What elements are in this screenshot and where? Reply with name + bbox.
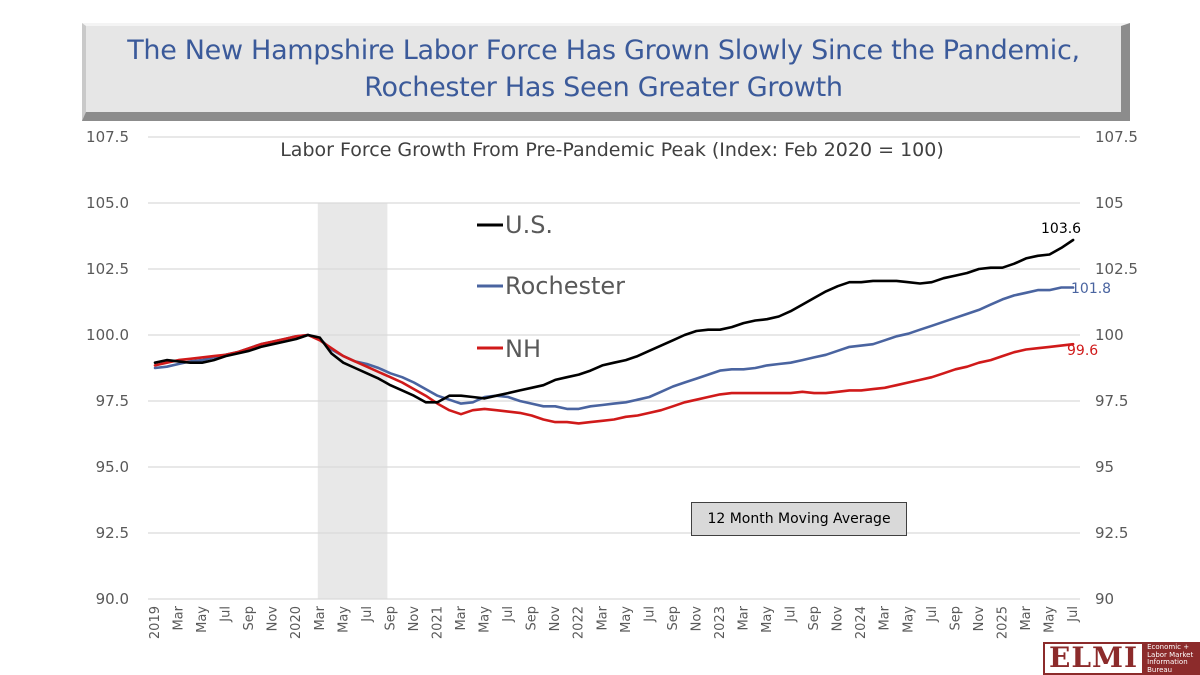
x-tick-label: Mar [737, 605, 752, 630]
legend-label-nh: NH [505, 335, 541, 363]
legend-label-us: U.S. [505, 211, 553, 239]
y-tick-label-right: 92.5 [1095, 524, 1128, 542]
y-tick-label-right: 107.5 [1095, 128, 1138, 146]
x-tick-label: Nov [407, 606, 422, 632]
x-tick-label: Sep [807, 606, 822, 631]
series-line-us [153, 238, 1075, 404]
y-tick-label-left: 105.0 [86, 194, 129, 212]
legend: U.S. Rochester NH [477, 211, 625, 363]
logo-mark: ELMI [1043, 642, 1145, 675]
x-tick-label: Mar [1019, 605, 1034, 630]
y-tick-label-left: 97.5 [96, 392, 129, 410]
x-tick-label: Mar [878, 605, 893, 630]
logo-caption-line: Labor Market [1147, 650, 1194, 659]
legend-label-rochester: Rochester [505, 272, 625, 300]
x-tick-label: May [901, 606, 916, 633]
y-tick-label-left: 95.0 [96, 458, 129, 476]
x-tick-label: Nov [972, 606, 987, 632]
x-tick-label: May [336, 606, 351, 633]
x-tick-label: May [1043, 606, 1058, 633]
x-tick-label: Mar [313, 605, 328, 630]
series-line-rochester [153, 286, 1075, 411]
y-tick-label-left: 92.5 [96, 524, 129, 542]
x-tick-label: Jul [642, 606, 657, 623]
x-tick-label: 2020 [289, 606, 304, 639]
end-label-nh: 99.6 [1067, 343, 1098, 359]
x-tick-label: Jul [925, 606, 940, 623]
x-tick-label: Mar [172, 605, 187, 630]
x-tick-label: Sep [666, 606, 681, 631]
x-tick-label: May [195, 606, 210, 633]
title-banner: The New Hampshire Labor Force Has Grown … [82, 23, 1130, 121]
x-tick-label: Nov [548, 606, 563, 632]
x-tick-label: May [478, 606, 493, 633]
y-tick-label-right: 100 [1095, 326, 1124, 344]
x-tick-label: Nov [266, 606, 281, 632]
x-tick-label: Mar [595, 605, 610, 630]
series-line-nh [153, 333, 1075, 425]
x-tick-label: Jul [360, 606, 375, 623]
x-tick-label: Mar [454, 605, 469, 630]
x-tick-label: 2022 [572, 606, 587, 639]
y-tick-label-right: 105 [1095, 194, 1124, 212]
x-tick-label: 2019 [148, 606, 163, 639]
x-tick-label: Jul [784, 606, 799, 623]
x-tick-label: Sep [948, 606, 963, 631]
x-tick-label: May [760, 606, 775, 633]
x-tick-label: 2025 [995, 606, 1010, 639]
x-tick-label: 2021 [430, 606, 445, 639]
chart-title-line-1: The New Hampshire Labor Force Has Grown … [127, 35, 1080, 66]
chart-title-line-2: Rochester Has Seen Greater Growth [364, 72, 843, 103]
logo-caption: Economic + Labor Market Information Bure… [1144, 642, 1200, 675]
end-label-rochester: 101.8 [1071, 281, 1111, 297]
elmi-logo: ELMI Economic + Labor Market Information… [1043, 642, 1200, 675]
y-tick-label-right: 97.5 [1095, 392, 1128, 410]
y-tick-label-right: 95 [1095, 458, 1114, 476]
x-tick-label: Jul [219, 606, 234, 623]
y-tick-label-right: 90 [1095, 590, 1114, 608]
x-tick-label: Sep [242, 606, 257, 631]
x-tick-label: May [619, 606, 634, 633]
x-tick-label: Nov [831, 606, 846, 632]
x-tick-label: Sep [525, 606, 540, 631]
end-label-us: 103.6 [1041, 221, 1081, 237]
x-tick-label: Jul [1066, 606, 1081, 623]
logo-caption-line: Bureau [1147, 665, 1173, 674]
x-tick-label: 2023 [713, 606, 728, 639]
y-tick-label-left: 90.0 [96, 590, 129, 608]
x-tick-label: Sep [383, 606, 398, 631]
y-tick-label-right: 102.5 [1095, 260, 1138, 278]
logo-caption-line: Economic + [1147, 643, 1190, 651]
y-tick-label-left: 100.0 [86, 326, 129, 344]
y-tick-label-left: 102.5 [86, 260, 129, 278]
moving-average-note: 12 Month Moving Average [691, 502, 907, 536]
x-tick-label: Nov [689, 606, 704, 632]
x-tick-label: 2024 [854, 606, 869, 639]
logo-caption-line: Information [1147, 658, 1188, 666]
y-tick-label-left: 107.5 [86, 128, 129, 146]
chart-subtitle: Labor Force Growth From Pre-Pandemic Pea… [280, 139, 944, 161]
x-tick-label: Jul [501, 606, 516, 623]
